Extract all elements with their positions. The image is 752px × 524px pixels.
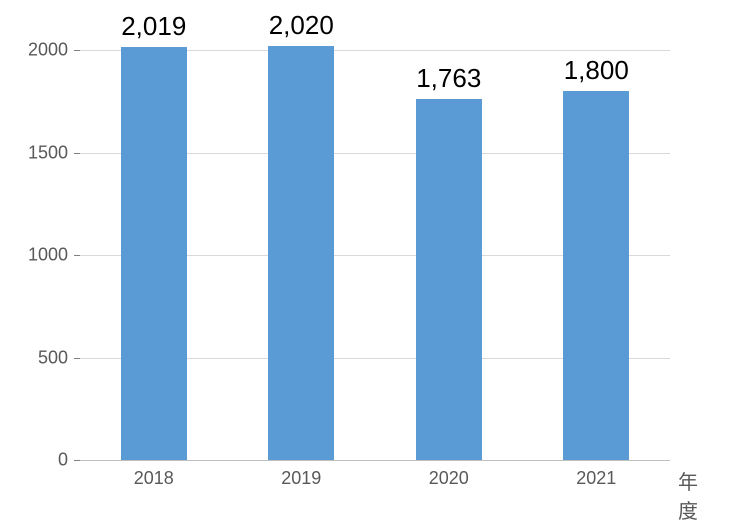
- y-tick-mark: [74, 255, 80, 256]
- y-tick-label: 1000: [13, 245, 68, 266]
- x-axis-title: 年度: [678, 466, 698, 524]
- x-category-label: 2020: [429, 468, 469, 489]
- x-category-label: 2019: [281, 468, 321, 489]
- y-tick-label: 500: [13, 347, 68, 368]
- y-tick-mark: [74, 50, 80, 51]
- bar: [563, 91, 629, 460]
- y-tick-mark: [74, 460, 80, 461]
- bar-value-label: 2,019: [121, 11, 186, 42]
- bar: [268, 46, 334, 460]
- y-tick-label: 2000: [13, 40, 68, 61]
- plot-area: 05001000150020002,01920182,02020191,7632…: [80, 30, 670, 460]
- x-category-label: 2018: [134, 468, 174, 489]
- gridline: [80, 460, 670, 461]
- bar-chart: 0 500 1000 1500 2000 2,019 2018 2,020 2019 1,763 2…: [0, 0, 752, 507]
- bar-value-label: 1,763: [416, 63, 481, 94]
- y-tick-mark: [74, 358, 80, 359]
- bar: [416, 99, 482, 460]
- bar-value-label: 1,800: [564, 55, 629, 86]
- y-tick-mark: [74, 153, 80, 154]
- bar: [121, 47, 187, 460]
- bar-value-label: 2,020: [269, 10, 334, 41]
- x-category-label: 2021: [576, 468, 616, 489]
- y-tick-label: 1500: [13, 142, 68, 163]
- y-tick-label: 0: [13, 450, 68, 471]
